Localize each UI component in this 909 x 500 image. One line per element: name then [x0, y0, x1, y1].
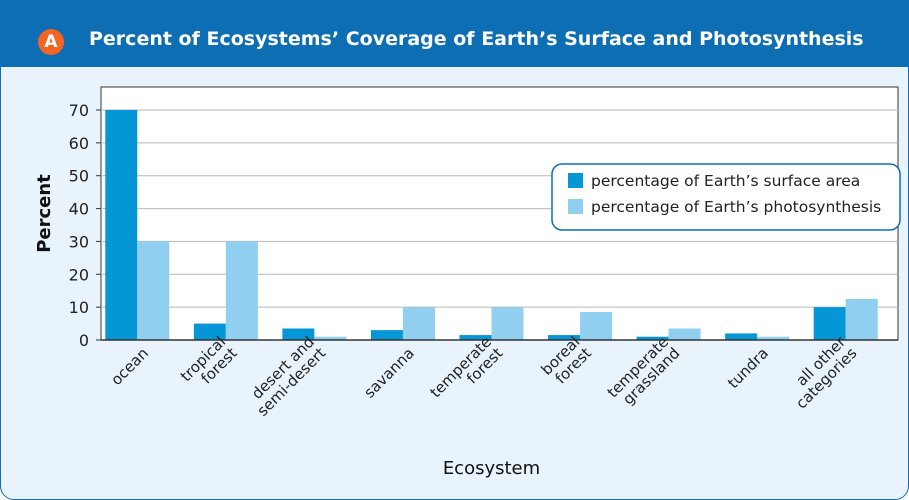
- y-tick-label: 60: [69, 134, 89, 153]
- x-tick-label: desert andsemi-desert: [242, 333, 329, 420]
- bar: [459, 335, 492, 340]
- x-tick-label: all othercategories: [781, 332, 861, 412]
- bar: [668, 328, 701, 340]
- bar: [193, 323, 226, 340]
- bar: [548, 335, 581, 340]
- x-tick-label: ocean: [107, 344, 152, 389]
- bar: [137, 241, 170, 340]
- legend-swatch: [568, 173, 583, 188]
- bar: [491, 307, 524, 340]
- x-tick-label: tundra: [724, 344, 772, 392]
- y-tick-label: 50: [69, 167, 89, 186]
- y-tick-label: 70: [69, 101, 89, 120]
- bar: [725, 333, 758, 340]
- y-axis-title: Percent: [34, 174, 55, 253]
- legend-label: percentage of Earth’s photosynthesis: [591, 198, 881, 216]
- legend-label: percentage of Earth’s surface area: [591, 172, 860, 190]
- bar: [402, 307, 435, 340]
- bar: [282, 328, 315, 340]
- legend: [551, 163, 901, 231]
- bar: [580, 312, 613, 340]
- y-tick-label: 10: [69, 298, 89, 317]
- x-tick-label-line: tundra: [724, 344, 772, 392]
- chart-title: Percent of Ecosystems’ Coverage of Earth…: [89, 28, 864, 50]
- y-tick-label: 30: [69, 232, 89, 251]
- x-tick-label-line: ocean: [107, 344, 152, 389]
- x-tick-label: savanna: [360, 344, 417, 401]
- y-tick-label: 20: [69, 265, 89, 284]
- bar: [813, 307, 846, 340]
- x-tick-label: temperategrassland: [604, 333, 684, 413]
- x-tick-label-line: savanna: [360, 344, 417, 401]
- bar: [845, 298, 878, 340]
- x-tick-label: tropicalforest: [177, 333, 241, 397]
- x-tick-label: temperateforest: [426, 333, 506, 413]
- bar: [757, 336, 790, 340]
- bar: [314, 336, 347, 340]
- bar: [105, 110, 138, 340]
- bar: [370, 330, 403, 340]
- y-tick-label: 0: [79, 331, 89, 350]
- figure-badge: A: [38, 29, 64, 55]
- bar: [636, 336, 669, 340]
- x-tick-label: borealforest: [538, 333, 595, 390]
- y-tick-label: 40: [69, 200, 89, 219]
- legend-swatch: [568, 199, 583, 214]
- bar: [225, 241, 258, 340]
- x-axis-title: Ecosystem: [443, 458, 540, 479]
- figure-header: A Percent of Ecosystems’ Coverage of Ear…: [1, 1, 908, 67]
